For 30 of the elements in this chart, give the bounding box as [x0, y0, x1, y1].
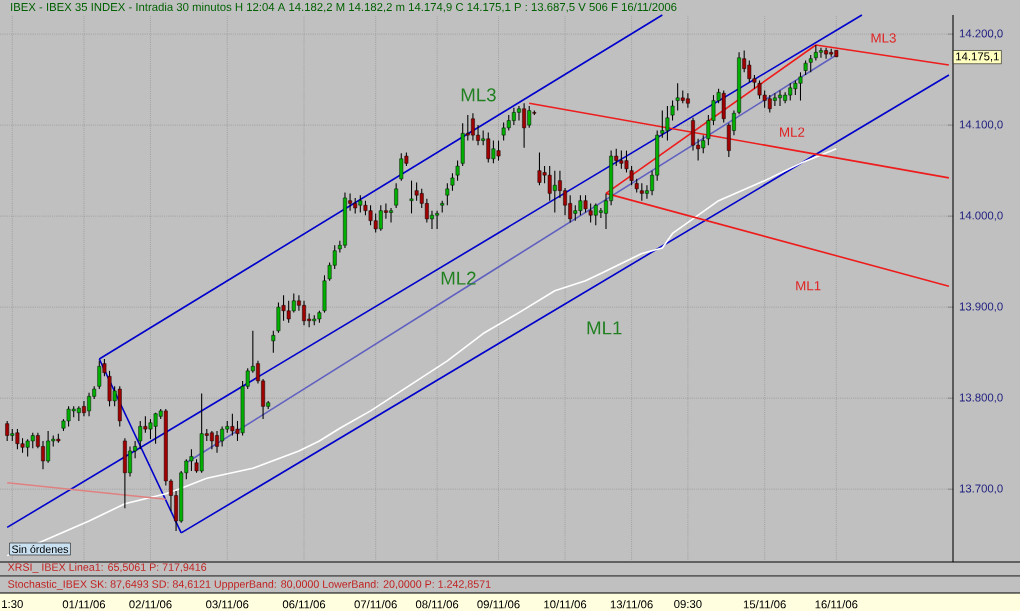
y-tick-label: 13.900,0 [959, 302, 1003, 312]
annotation: ML2 [441, 271, 476, 285]
x-tick-label: 15/11/06 [743, 600, 786, 609]
y-tick-label: 14.200,0 [959, 29, 1003, 39]
text: Stochastic_IBEX SK: 87,6493 SD: 84,6121 UppperBand: 80,0000 LowerBand: 20,0000 P: 1.242,8571 [8, 580, 491, 590]
x-tick-label: 06/11/06 [282, 600, 326, 609]
annotation: ML3 [871, 33, 896, 43]
x-tick-label: 16/11/06 [815, 600, 858, 609]
x-tick-label: 09:30 [674, 600, 702, 609]
x-tick-label: 02/11/06 [129, 600, 172, 609]
annotation: ML3 [461, 88, 496, 102]
y-tick-label: 14.100,0 [959, 120, 1003, 130]
chart-title: IBEX - IBEX 35 INDEX - Intradia 30 minutos H 12:04 A 14.182,2 M 14.182,2 m 14.174,9 C 14.175,1 P : 13.687,5 V 506 F 16/11/2006 [11, 2, 677, 13]
x-tick-label: 08/11/06 [415, 600, 459, 609]
x-tick-label: 07/11/06 [354, 600, 397, 609]
x-tick-label: 03/11/06 [206, 600, 249, 609]
annotation: ML1 [796, 281, 821, 291]
y-tick-label: 14.000,0 [959, 211, 1003, 221]
annotation: ML1 [587, 321, 622, 335]
text: XRSI_ IBEX Linea1: 65,5061 P: 717,9416 [7, 563, 207, 573]
x-tick-label: 13/11/06 [610, 600, 653, 609]
annotation: ML2 [780, 127, 805, 137]
x-tick-label: 10/11/06 [544, 600, 587, 609]
x-tick-label: 01/11/06 [62, 600, 106, 609]
text: 14.175,1 [956, 52, 999, 62]
y-tick-label: 13.800,0 [959, 393, 1003, 403]
y-tick-label: 13.700,0 [959, 484, 1003, 494]
x-tick-label: 1:30 [2, 600, 23, 609]
x-tick-label: 09/11/06 [477, 600, 520, 609]
annotation: Sin órdenes [12, 545, 69, 553]
